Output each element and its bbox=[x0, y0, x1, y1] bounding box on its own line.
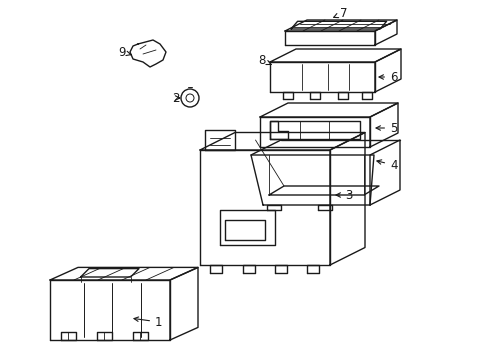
Text: 8: 8 bbox=[258, 54, 270, 67]
Text: 5: 5 bbox=[375, 122, 397, 135]
Text: 3: 3 bbox=[335, 189, 352, 202]
Text: 9: 9 bbox=[118, 45, 131, 59]
Text: 7: 7 bbox=[333, 6, 347, 19]
Text: 2: 2 bbox=[172, 91, 180, 104]
Text: 4: 4 bbox=[376, 158, 397, 171]
Text: 1: 1 bbox=[134, 315, 162, 328]
Text: 6: 6 bbox=[378, 71, 397, 84]
